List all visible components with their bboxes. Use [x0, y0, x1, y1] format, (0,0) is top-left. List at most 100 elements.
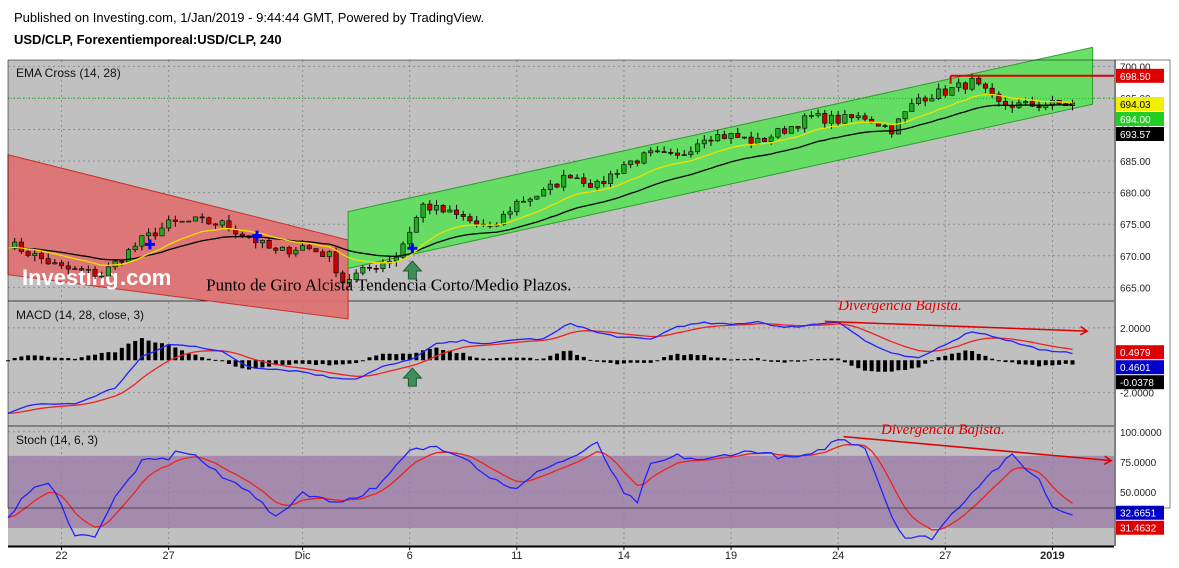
candle-bullish — [186, 220, 192, 223]
candle-bullish — [755, 137, 761, 144]
macd-histogram-bar — [862, 360, 867, 371]
y-tick-label: -2.0000 — [1120, 389, 1154, 400]
candle-bullish — [159, 227, 165, 237]
candle-bearish — [266, 240, 272, 249]
candle-bearish — [735, 133, 741, 138]
macd-histogram-bar — [883, 360, 888, 372]
candle-bullish — [507, 211, 513, 215]
candle-bullish — [105, 266, 111, 277]
value-tag-label: 0.4979 — [1120, 348, 1151, 359]
macd-histogram-bar — [113, 352, 118, 361]
macd-histogram-bar — [588, 359, 593, 361]
candle-bullish — [574, 177, 580, 180]
macd-histogram-bar — [347, 360, 352, 364]
candle-bullish — [802, 115, 808, 129]
macd-histogram-bar — [749, 358, 754, 361]
macd-histogram-bar — [287, 360, 292, 365]
macd-histogram-bar — [206, 358, 211, 361]
macd-histogram-bar — [963, 350, 968, 361]
buy-arrow-icon — [402, 260, 423, 280]
macd-histogram-bar — [461, 352, 466, 361]
candle-bullish — [380, 262, 386, 269]
candle-bullish — [949, 87, 955, 96]
candle-bearish — [661, 151, 667, 153]
candle-bullish — [360, 266, 366, 274]
macd-histogram-bar — [896, 360, 901, 371]
candle-bullish — [621, 164, 627, 174]
macd-histogram-bar — [501, 357, 506, 361]
candle-bullish — [648, 150, 654, 154]
macd-histogram-bar — [923, 360, 928, 364]
panel-title-2: Stoch (14, 6, 3) — [16, 433, 98, 447]
candle-bearish — [273, 247, 279, 251]
candle-bullish — [688, 151, 694, 155]
candle-bullish — [882, 125, 888, 127]
candle-bullish — [32, 253, 38, 256]
macd-histogram-bar — [186, 353, 191, 361]
candle-bearish — [65, 265, 71, 270]
candle-bullish — [902, 111, 908, 120]
candle-bearish — [587, 183, 593, 188]
macd-histogram-bar — [307, 360, 312, 365]
y-tick-label: 700.00 — [1120, 62, 1151, 73]
candle-bullish — [728, 133, 734, 139]
candle-bearish — [152, 232, 158, 237]
candle-bullish — [353, 272, 359, 280]
value-tag-label: -0.0378 — [1120, 378, 1154, 389]
macd-histogram-bar — [849, 360, 854, 366]
annotation-stoch-divergence: Divergencia Bajista. — [880, 422, 1005, 438]
macd-histogram-bar — [715, 357, 720, 361]
macd-histogram-bar — [796, 360, 800, 362]
candle-bullish — [259, 240, 265, 244]
candle-bearish — [206, 217, 212, 225]
candle-bearish — [119, 260, 125, 263]
macd-histogram-bar — [327, 360, 332, 366]
macd-histogram-bar — [240, 360, 245, 369]
macd-histogram-bar — [708, 357, 713, 361]
macd-histogram-bar — [702, 354, 707, 361]
value-tag-background — [1116, 112, 1164, 127]
panel-background — [8, 302, 1114, 425]
macd-histogram-bar — [575, 354, 580, 361]
panel-title-0: EMA Cross (14, 28) — [16, 66, 121, 80]
value-tag-label: 694.00 — [1120, 115, 1151, 126]
candle-bearish — [795, 126, 801, 129]
candle-bearish — [474, 220, 480, 225]
candle-bearish — [989, 87, 995, 95]
candle-bearish — [962, 82, 968, 90]
macd-histogram-bar — [401, 353, 405, 361]
candle-bullish — [166, 219, 172, 229]
stoch-divergence-line — [843, 435, 1112, 462]
macd-histogram-bar — [581, 356, 586, 361]
macd-histogram-bar — [936, 357, 941, 361]
candle-bullish — [808, 115, 814, 117]
candle-bearish — [306, 245, 312, 249]
candle-bullish — [413, 217, 419, 233]
value-tag-background — [1116, 127, 1164, 142]
macd-histogram-bar — [139, 338, 144, 361]
candle-bearish — [581, 177, 587, 184]
candle-bullish — [929, 98, 935, 102]
candle-bearish — [634, 160, 640, 164]
macd-histogram-bar — [976, 353, 981, 361]
candle-bullish — [775, 128, 781, 138]
candle-bearish — [835, 114, 841, 124]
macd-histogram-bar — [213, 359, 218, 361]
candle-bearish — [554, 183, 560, 188]
candle-bullish — [433, 205, 439, 211]
macd-histogram-bar — [19, 356, 24, 361]
y-tick-label: 75.0000 — [1120, 458, 1157, 469]
candle-bullish — [300, 245, 306, 251]
candle-bearish — [467, 216, 473, 222]
macd-histogram-bar — [126, 343, 131, 361]
macd-histogram-bar — [380, 353, 385, 361]
macd-histogram-bar — [293, 360, 298, 364]
macd-histogram-bar — [668, 355, 673, 361]
ema-cross-marker — [407, 243, 418, 254]
candle-bearish — [1029, 101, 1035, 107]
macd-histogram-bar — [548, 355, 553, 361]
candle-bearish — [18, 241, 24, 252]
macd-histogram-bar — [260, 360, 265, 368]
ema-28-line — [7, 104, 1073, 261]
